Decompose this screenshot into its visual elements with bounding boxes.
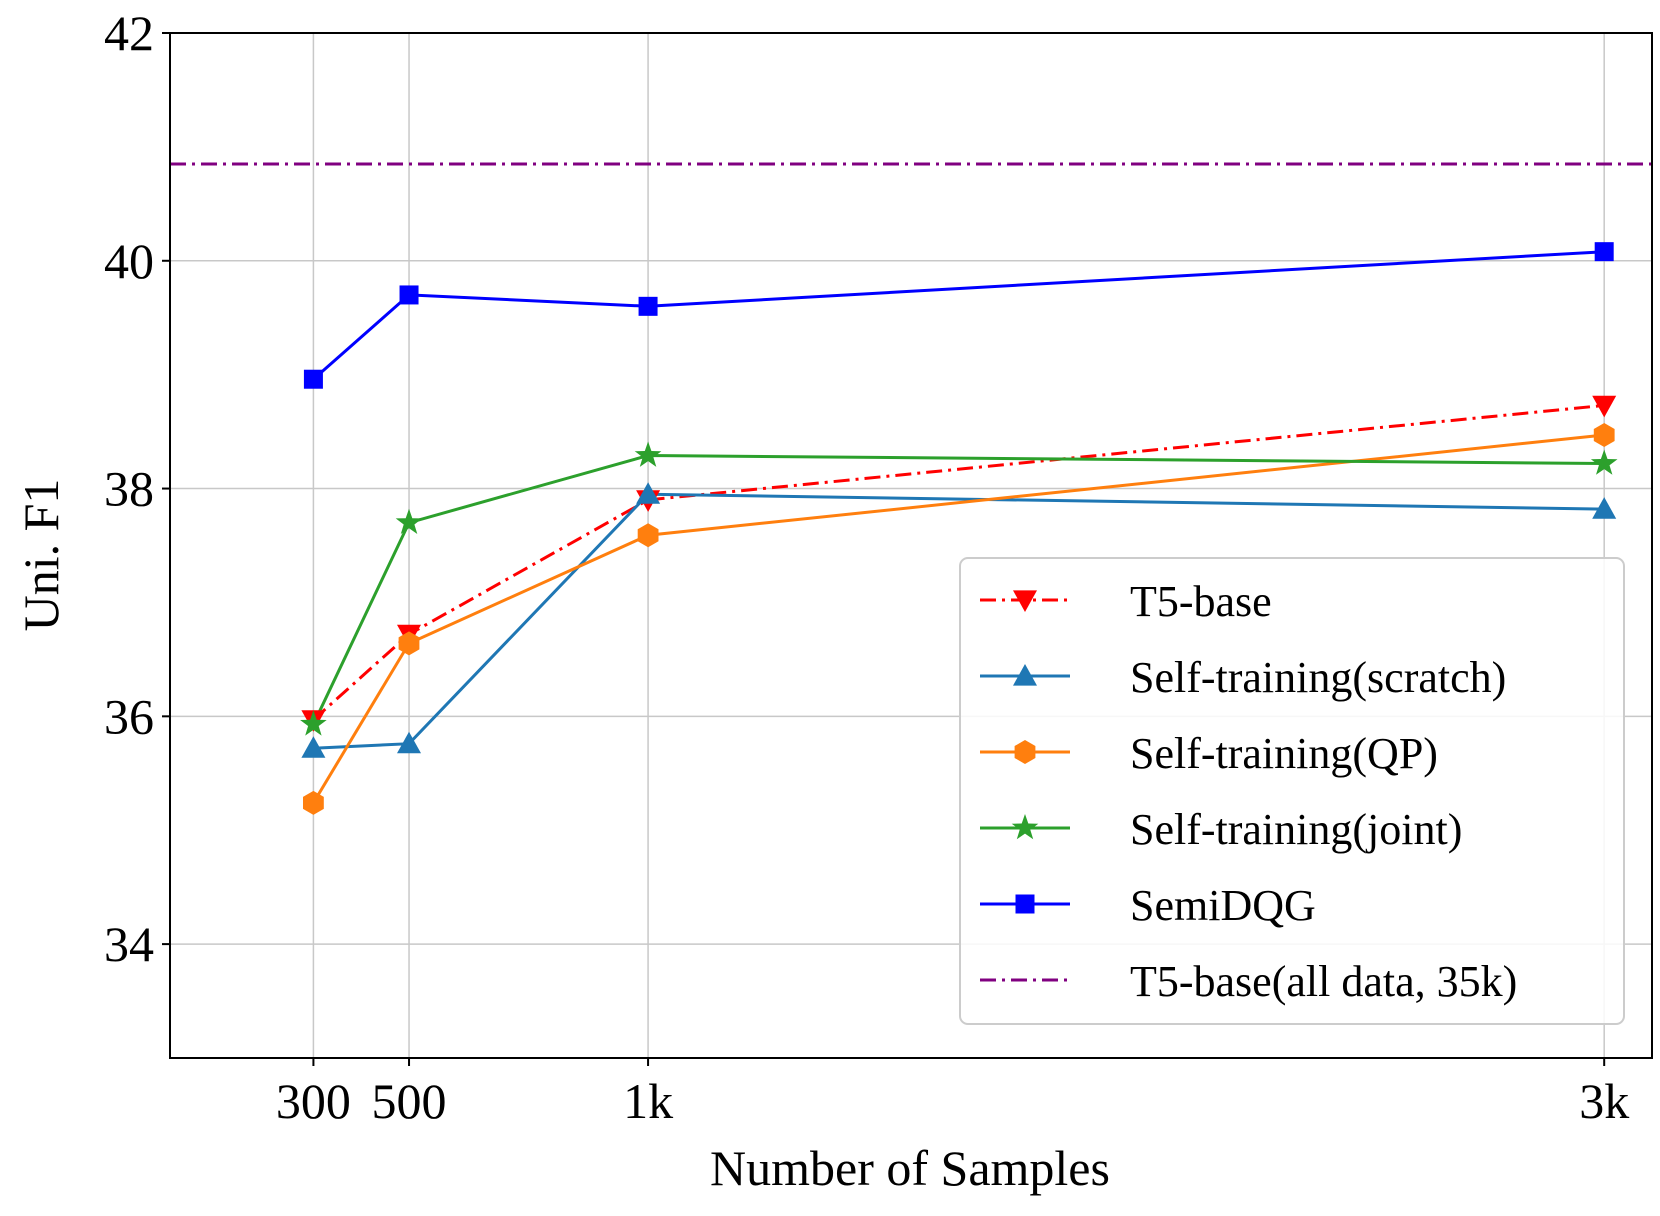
y-tick-label: 38	[104, 461, 154, 517]
x-tick-label: 500	[372, 1073, 447, 1129]
legend: T5-base Self-training(scratch) Self-traini…	[959, 557, 1625, 1025]
legend-marker	[1014, 740, 1036, 764]
data-point	[300, 710, 327, 736]
data-point	[303, 790, 324, 815]
y-axis-title: Uni. F1	[13, 479, 69, 632]
series-line	[312, 403, 1605, 721]
series-line	[313, 492, 1605, 750]
series-line	[312, 250, 1605, 381]
legend-marker	[1013, 664, 1037, 686]
x-tick-label: 1k	[623, 1073, 673, 1129]
legend-label: Self-training(QP)	[1130, 729, 1438, 778]
legend-label: SemiDQG	[1130, 881, 1316, 930]
legend-label: T5-base(all data, 35k)	[1130, 957, 1517, 1006]
legend-marker	[1011, 814, 1039, 840]
data-point	[1594, 242, 1614, 262]
x-axis-title: Number of Samples	[710, 1140, 1110, 1196]
data-point	[303, 369, 323, 389]
data-point	[1592, 395, 1617, 418]
y-tick-label: 42	[104, 5, 154, 61]
series-line	[312, 433, 1605, 804]
plot-frame	[169, 32, 1653, 1059]
data-point	[636, 482, 661, 504]
y-tick-label: 34	[104, 916, 154, 972]
x-tick-label: 3k	[1579, 1073, 1629, 1129]
legend-label: T5-base	[1130, 577, 1272, 626]
y-axis-ticks: 34 36 38 40 42	[104, 5, 170, 972]
y-tick-label: 40	[104, 233, 154, 289]
data-point	[1592, 497, 1617, 519]
data-point	[638, 296, 658, 316]
data-point	[395, 508, 423, 534]
data-point	[398, 631, 420, 656]
data-point	[399, 285, 419, 305]
legend-box	[959, 557, 1625, 1025]
legend-marker	[1013, 590, 1037, 612]
legend-label: Self-training(joint)	[1130, 805, 1462, 854]
data-point	[1590, 449, 1618, 475]
series-lines	[170, 162, 1652, 804]
legend-marker	[1015, 894, 1035, 914]
data-point	[301, 736, 326, 758]
data-point	[637, 523, 659, 548]
series-markers	[300, 242, 1618, 815]
x-tick-label: 300	[276, 1073, 351, 1129]
y-tick-label: 36	[104, 688, 154, 744]
legend-label: Self-training(scratch)	[1130, 653, 1506, 702]
data-point	[397, 731, 421, 754]
data-point	[1593, 423, 1615, 447]
x-axis-ticks: 300 500 1k 3k	[276, 1058, 1629, 1129]
series-line	[312, 453, 1605, 725]
data-point	[634, 441, 662, 467]
